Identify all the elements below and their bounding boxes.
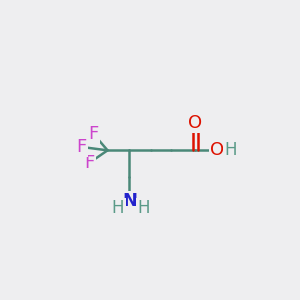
Text: F: F: [84, 154, 94, 172]
Text: H: H: [224, 141, 237, 159]
Text: F: F: [76, 138, 86, 156]
Text: F: F: [88, 125, 99, 143]
Text: O: O: [188, 114, 203, 132]
Text: H: H: [112, 199, 124, 217]
Text: H: H: [137, 199, 150, 217]
Text: O: O: [210, 141, 224, 159]
Text: N: N: [122, 192, 137, 210]
